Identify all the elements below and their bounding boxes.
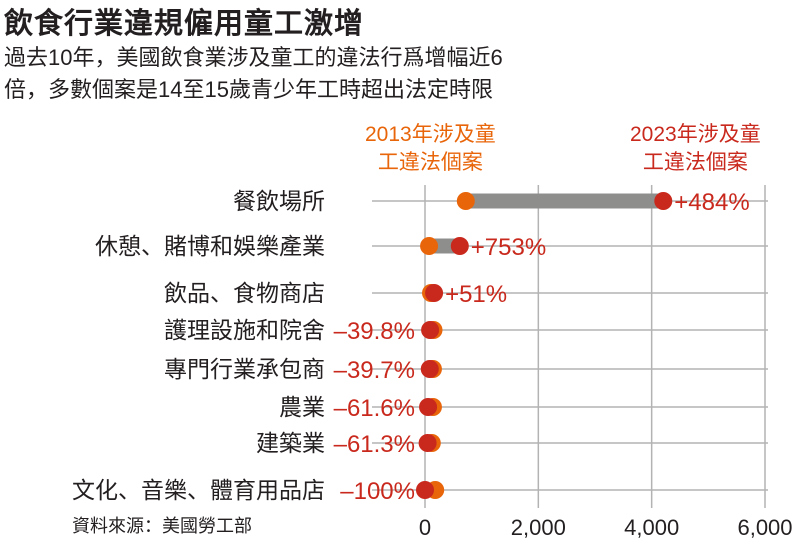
point-2013: [456, 192, 475, 210]
change-label: +753%: [471, 234, 546, 261]
point-2013: [420, 237, 439, 255]
category-label: 餐飲場所: [233, 188, 325, 214]
point-2023: [418, 434, 437, 452]
category-label: 建築業: [256, 430, 325, 456]
x-tick-label: 4,000: [624, 515, 679, 540]
x-tick-label: 2,000: [511, 515, 566, 540]
chart-title: 飲食行業違規僱用童工激增: [4, 8, 365, 40]
subtitle-line-2: 倍，多數個案是14至15歲青少年工時超出法定時限: [4, 77, 493, 102]
point-2023: [421, 321, 440, 339]
legend-2013-line-2: 工違法個案: [377, 151, 483, 174]
point-2023: [420, 360, 439, 378]
point-2023: [425, 284, 444, 302]
category-label: 護理設施和院舍: [164, 317, 325, 343]
source-note: 資料來源：美國勞工部: [72, 516, 252, 537]
point-2023: [654, 192, 673, 210]
point-2023: [450, 237, 469, 255]
point-2023: [419, 398, 438, 416]
legend-2023: 2023年涉及童 工違法個案: [630, 121, 761, 177]
change-label: +51%: [445, 281, 507, 308]
change-label: –61.6%: [334, 395, 415, 422]
category-label: 文化、音樂、體育用品店: [72, 477, 325, 503]
change-label: –39.8%: [334, 318, 415, 345]
category-label: 專門行業承包商: [164, 356, 325, 382]
category-label: 休憩、賭博和娛樂產業: [95, 233, 325, 259]
change-label: –61.3%: [334, 431, 415, 458]
x-tick-label: 6,000: [737, 515, 792, 540]
x-tick-label: 0: [419, 515, 431, 540]
category-label: 飲品、食物商店: [164, 280, 325, 306]
legend-2023-line-2: 工違法個案: [642, 151, 748, 174]
subtitle-line-1: 過去10年，美國飲食業涉及童工的違法行爲增幅近6: [4, 45, 503, 70]
legend-2023-line-1: 2023年涉及童: [630, 123, 761, 146]
change-label: –39.7%: [334, 357, 415, 384]
category-label: 農業: [279, 394, 325, 420]
point-2023: [416, 481, 434, 499]
change-label: +484%: [674, 189, 749, 216]
legend-2013: 2013年涉及童 工違法個案: [365, 121, 496, 177]
legend-2013-line-1: 2013年涉及童: [365, 123, 496, 146]
change-label: –100%: [340, 478, 415, 505]
